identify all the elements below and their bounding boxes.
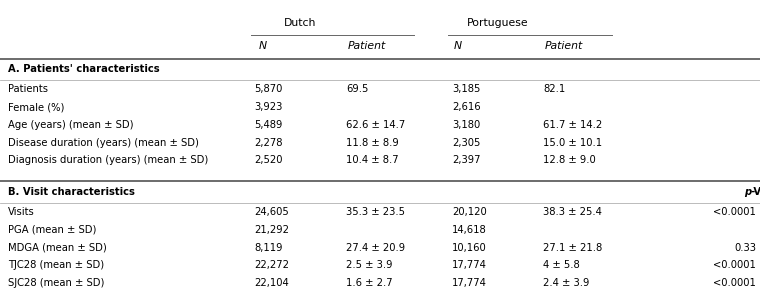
Text: 2,397: 2,397 xyxy=(452,155,480,165)
Text: Female (%): Female (%) xyxy=(8,102,64,112)
Text: N: N xyxy=(258,41,267,51)
Text: <0.0001: <0.0001 xyxy=(714,207,756,217)
Text: 17,774: 17,774 xyxy=(452,278,487,288)
Text: PGA (mean ± SD): PGA (mean ± SD) xyxy=(8,225,96,235)
Text: 5,489: 5,489 xyxy=(255,120,283,130)
Text: 2,616: 2,616 xyxy=(452,102,481,112)
Text: 12.8 ± 9.0: 12.8 ± 9.0 xyxy=(543,155,596,165)
Text: MDGA (mean ± SD): MDGA (mean ± SD) xyxy=(8,243,106,253)
Text: 62.6 ± 14.7: 62.6 ± 14.7 xyxy=(346,120,405,130)
Text: -Value: -Value xyxy=(751,187,760,197)
Text: 3,923: 3,923 xyxy=(255,102,283,112)
Text: SJC28 (mean ± SD): SJC28 (mean ± SD) xyxy=(8,278,104,288)
Text: Patient: Patient xyxy=(545,41,583,51)
Text: Visits: Visits xyxy=(8,207,34,217)
Text: 22,104: 22,104 xyxy=(255,278,290,288)
Text: 17,774: 17,774 xyxy=(452,260,487,270)
Text: 2,520: 2,520 xyxy=(255,155,283,165)
Text: 0.33: 0.33 xyxy=(734,243,756,253)
Text: 5,870: 5,870 xyxy=(255,84,283,95)
Text: 2,278: 2,278 xyxy=(255,137,283,148)
Text: 10.4 ± 8.7: 10.4 ± 8.7 xyxy=(346,155,398,165)
Text: Diagnosis duration (years) (mean ± SD): Diagnosis duration (years) (mean ± SD) xyxy=(8,155,207,165)
Text: N: N xyxy=(454,41,462,51)
Text: 2.4 ± 3.9: 2.4 ± 3.9 xyxy=(543,278,590,288)
Text: 2.5 ± 3.9: 2.5 ± 3.9 xyxy=(346,260,392,270)
Text: 8,119: 8,119 xyxy=(255,243,283,253)
Text: 22,272: 22,272 xyxy=(255,260,290,270)
Text: 21,292: 21,292 xyxy=(255,225,290,235)
Text: 20,120: 20,120 xyxy=(452,207,487,217)
Text: 82.1: 82.1 xyxy=(543,84,565,95)
Text: Patients: Patients xyxy=(8,84,48,95)
Text: B. Visit characteristics: B. Visit characteristics xyxy=(8,187,135,197)
Text: TJC28 (mean ± SD): TJC28 (mean ± SD) xyxy=(8,260,103,270)
Text: 69.5: 69.5 xyxy=(346,84,368,95)
Text: p: p xyxy=(744,187,751,197)
Text: 14,618: 14,618 xyxy=(452,225,487,235)
Text: 11.8 ± 8.9: 11.8 ± 8.9 xyxy=(346,137,398,148)
Text: 38.3 ± 25.4: 38.3 ± 25.4 xyxy=(543,207,602,217)
Text: <0.0001: <0.0001 xyxy=(714,278,756,288)
Text: Dutch: Dutch xyxy=(284,18,316,28)
Text: A. Patients' characteristics: A. Patients' characteristics xyxy=(8,64,160,74)
Text: 24,605: 24,605 xyxy=(255,207,290,217)
Text: 35.3 ± 23.5: 35.3 ± 23.5 xyxy=(346,207,405,217)
Text: 2,305: 2,305 xyxy=(452,137,480,148)
Text: Portuguese: Portuguese xyxy=(467,18,529,28)
Text: Age (years) (mean ± SD): Age (years) (mean ± SD) xyxy=(8,120,133,130)
Text: 3,180: 3,180 xyxy=(452,120,480,130)
Text: Patient: Patient xyxy=(347,41,385,51)
Text: Disease duration (years) (mean ± SD): Disease duration (years) (mean ± SD) xyxy=(8,137,198,148)
Text: 10,160: 10,160 xyxy=(452,243,487,253)
Text: <0.0001: <0.0001 xyxy=(714,260,756,270)
Text: 3,185: 3,185 xyxy=(452,84,480,95)
Text: 1.6 ± 2.7: 1.6 ± 2.7 xyxy=(346,278,392,288)
Text: 27.4 ± 20.9: 27.4 ± 20.9 xyxy=(346,243,405,253)
Text: 4 ± 5.8: 4 ± 5.8 xyxy=(543,260,580,270)
Text: 15.0 ± 10.1: 15.0 ± 10.1 xyxy=(543,137,603,148)
Text: 61.7 ± 14.2: 61.7 ± 14.2 xyxy=(543,120,603,130)
Text: 27.1 ± 21.8: 27.1 ± 21.8 xyxy=(543,243,603,253)
